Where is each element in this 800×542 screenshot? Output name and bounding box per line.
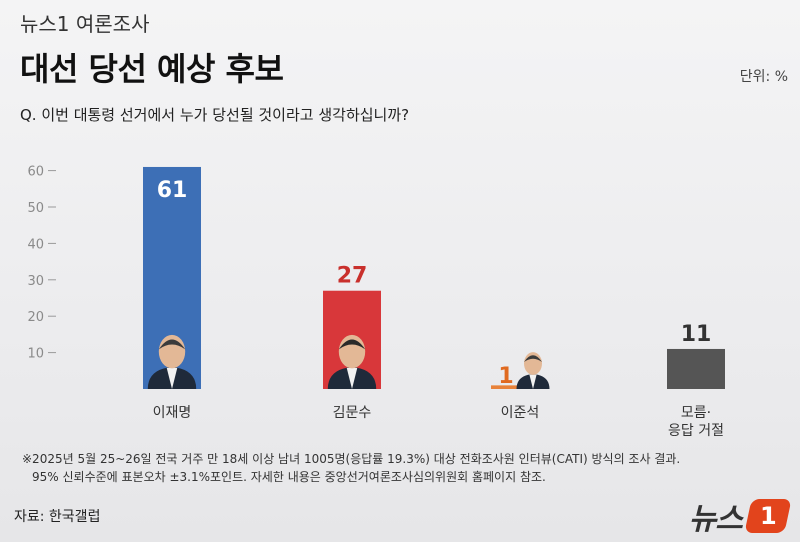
footnote-line-2: 95% 신뢰수준에 표본오차 ±3.1%포인트. 자세한 내용은 중앙선거여론조… [32, 470, 546, 484]
data-label: 61 [157, 178, 188, 203]
candidate-portrait [516, 352, 550, 389]
chart-title: 대선 당선 예상 후보 [20, 50, 284, 88]
y-tick-label: 60 [27, 165, 44, 180]
brand-line: 뉴스1 여론조사 [20, 12, 150, 36]
y-tick-label: 20 [27, 310, 44, 325]
category-label: 모름· [681, 405, 711, 421]
data-label: 27 [337, 264, 368, 289]
unit-label: 단위: % [739, 69, 788, 85]
footnote: ※2025년 5월 25~26일 전국 거주 만 18세 이상 남녀 1005명… [22, 450, 680, 486]
logo-badge: 1 [744, 499, 792, 533]
source-label: 자료: 한국갤럽 [14, 509, 101, 525]
bar-chart: 10 20 30 40 50 60 61 이재명 27 김문수 1 이준석 11 모름· 응답 거절 [27, 165, 725, 439]
data-label: 11 [681, 322, 712, 347]
news1-logo: 뉴스 1 [688, 494, 792, 538]
y-tick-label: 30 [27, 274, 44, 289]
category-label: 김문수 [333, 405, 372, 421]
data-label: 1 [498, 364, 513, 389]
category-label: 이준석 [501, 405, 540, 421]
candidate-portrait [147, 334, 197, 389]
footnote-line-1: ※2025년 5월 25~26일 전국 거주 만 18세 이상 남녀 1005명… [22, 452, 681, 466]
y-tick-label: 10 [27, 347, 44, 362]
candidate-portrait [327, 334, 377, 389]
y-tick-label: 50 [27, 201, 44, 216]
bar [667, 348, 725, 389]
category-label: 이재명 [153, 405, 192, 421]
survey-question: Q. 이번 대통령 선거에서 누가 당선될 것이라고 생각하십니까? [20, 106, 410, 124]
y-tick-label: 40 [27, 237, 44, 252]
logo-text: 뉴스 [688, 502, 743, 537]
category-label: 응답 거절 [668, 423, 724, 439]
